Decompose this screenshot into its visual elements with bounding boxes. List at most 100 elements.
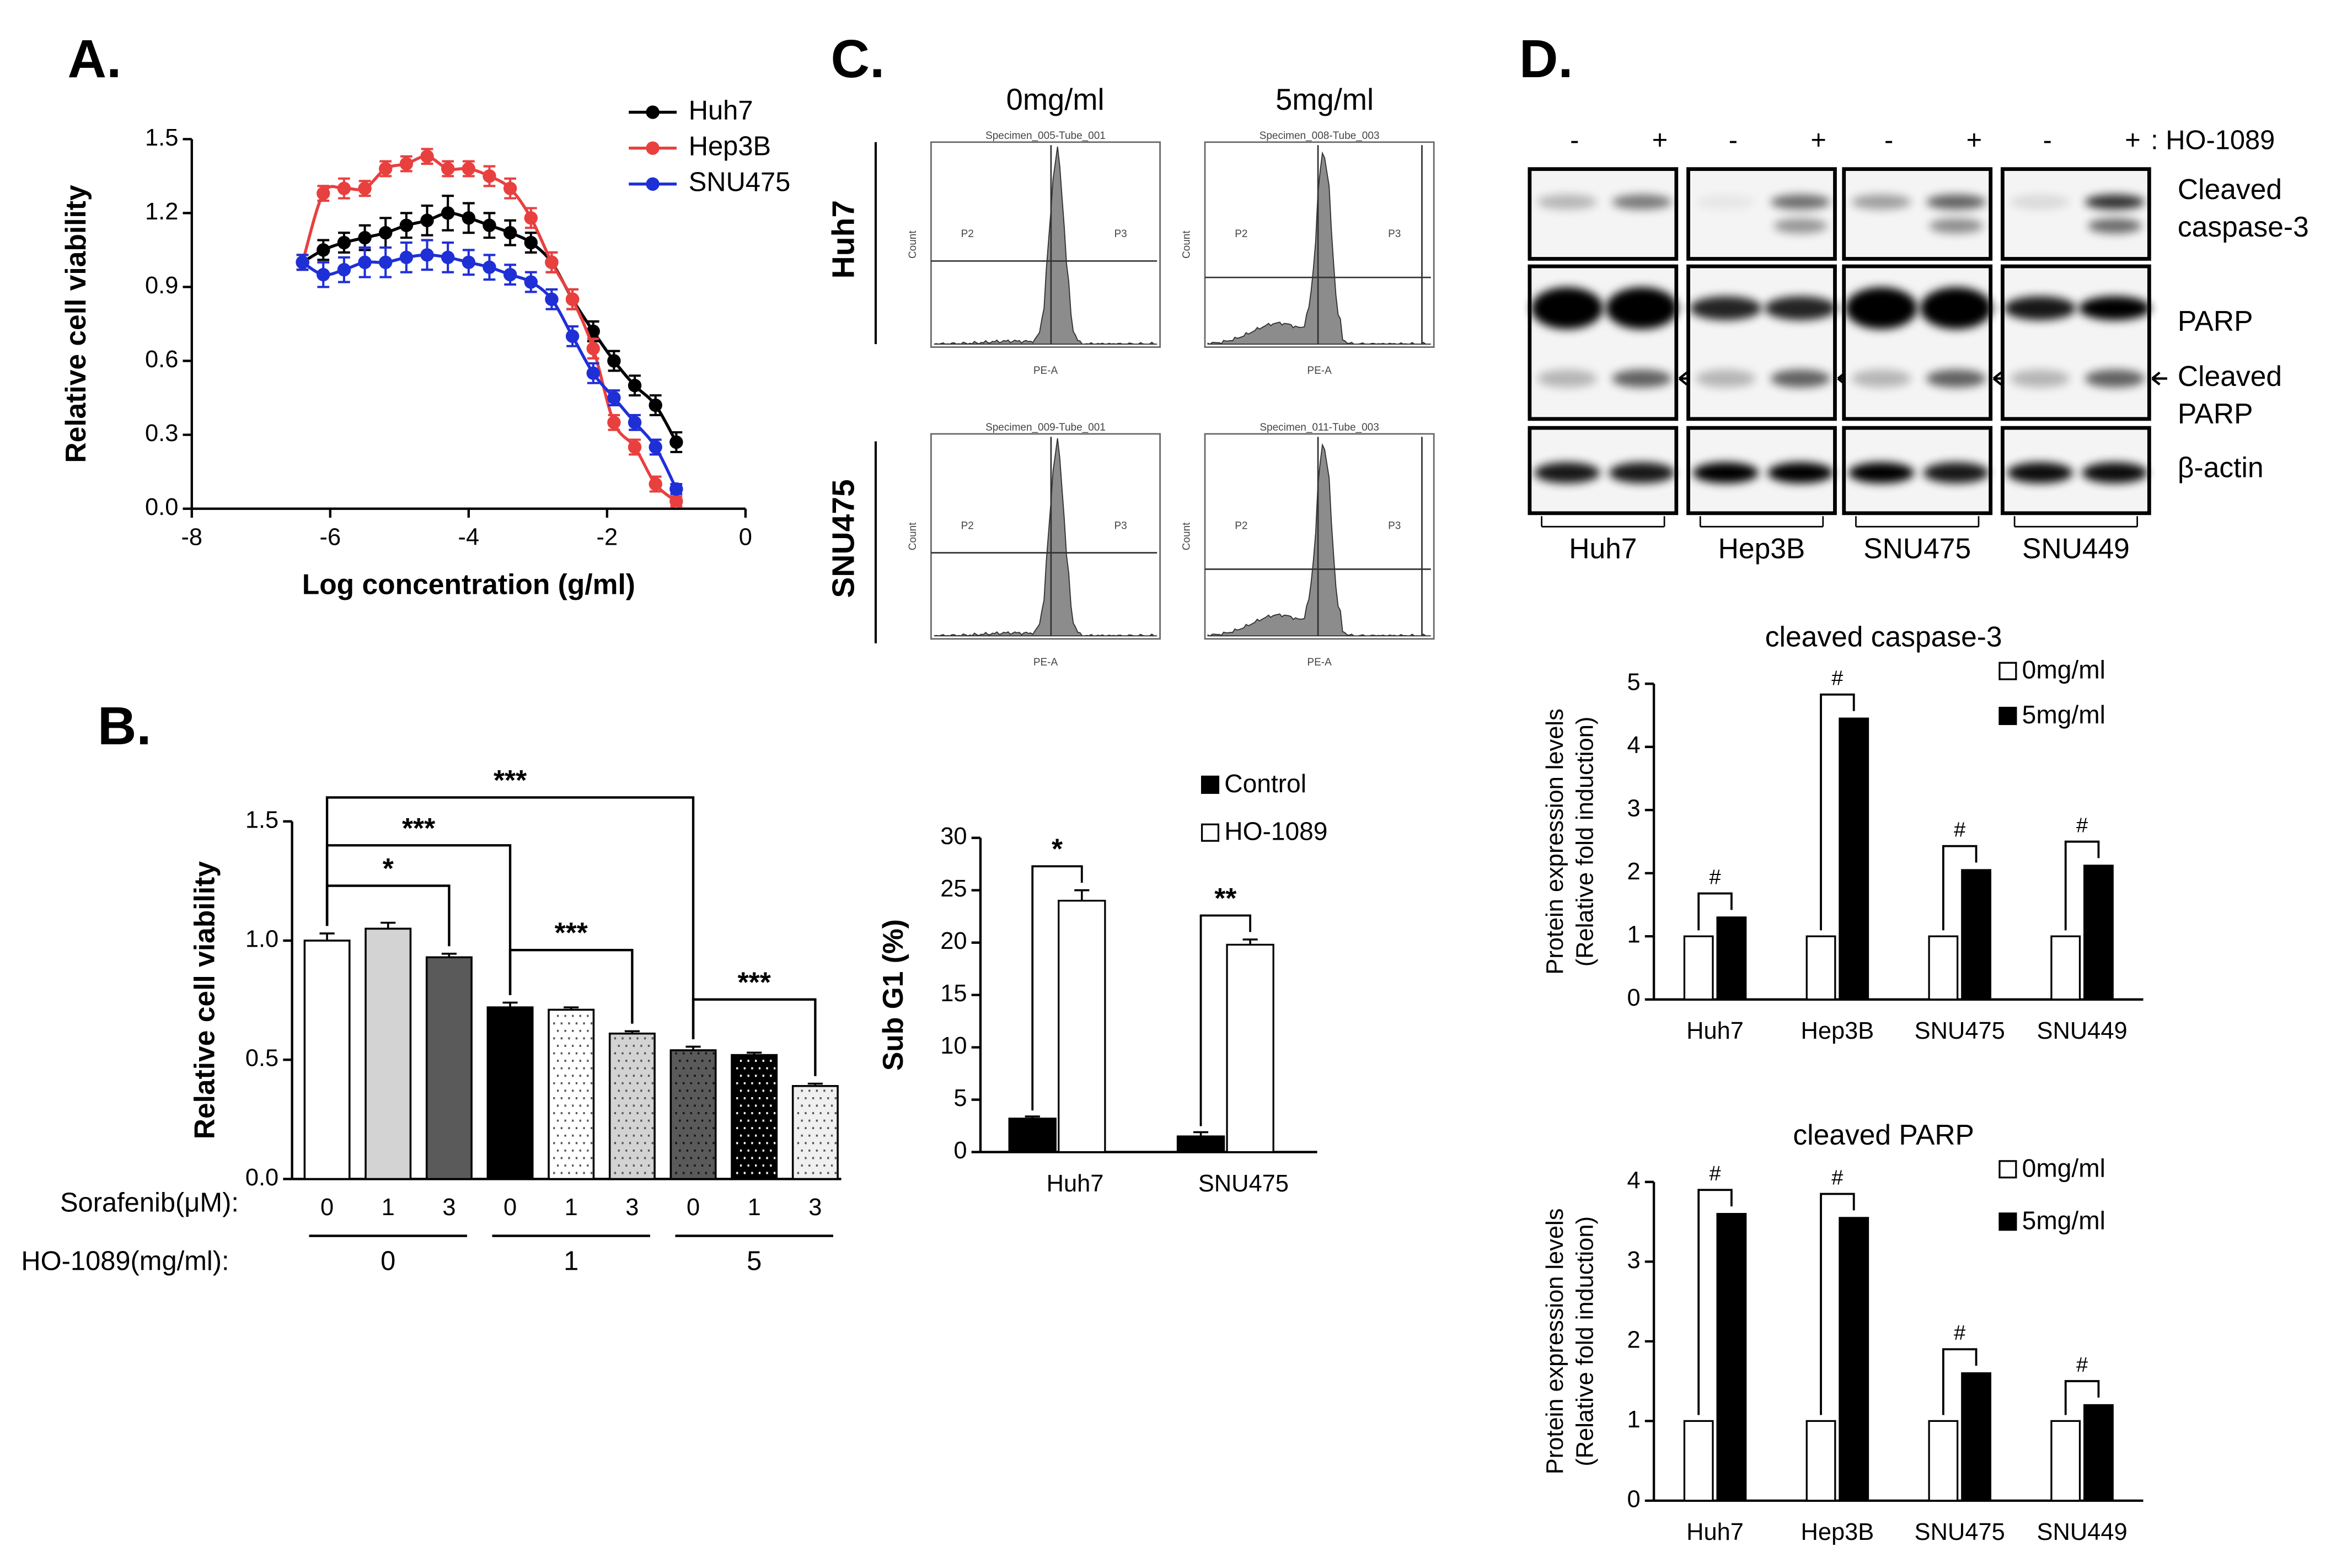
- gate-label: P2: [1235, 520, 1247, 531]
- legend-swatch: [1201, 823, 1220, 842]
- x-tick-label: 0: [687, 1194, 700, 1221]
- band: [2078, 296, 2151, 320]
- legend-label: 5mg/ml: [2022, 700, 2105, 729]
- bar: [365, 927, 412, 1180]
- group-axis-label: HO-1089(mg/ml):: [21, 1246, 229, 1276]
- data-point: [565, 329, 580, 343]
- y-tick-label: 4: [1627, 732, 1641, 759]
- error-bar: [1074, 889, 1090, 901]
- x-tick-label: 1: [565, 1194, 578, 1221]
- band: [2010, 194, 2070, 210]
- bar: [2083, 1404, 2114, 1502]
- data-point: [545, 255, 559, 270]
- x-tick-label: -4: [458, 524, 480, 550]
- bar: [1928, 935, 1959, 1001]
- band: [1696, 194, 1756, 210]
- bar: [548, 1008, 595, 1180]
- data-point: [379, 255, 393, 270]
- band-label: Cleaved: [2178, 173, 2282, 205]
- band: [2004, 296, 2076, 320]
- band: [1609, 462, 1675, 484]
- data-point: [483, 260, 496, 274]
- y-axis-label: (Relative fold induction): [1572, 1216, 1598, 1467]
- band: [2085, 369, 2145, 388]
- histogram: [1207, 151, 1431, 345]
- data-point: [399, 157, 414, 171]
- data-point: [358, 230, 372, 245]
- y-tick-label: 20: [940, 928, 967, 954]
- bar: [1683, 1420, 1714, 1502]
- x-tick-label: 3: [442, 1194, 456, 1221]
- significance-label: #: [2076, 1354, 2088, 1377]
- significance-bracket: [1031, 865, 1083, 1111]
- axis-label: PE-A: [1033, 365, 1058, 377]
- x-tick-label: Huh7: [1047, 1170, 1104, 1197]
- bar: [1961, 1372, 1991, 1502]
- y-axis-label: (Relative fold induction): [1572, 717, 1598, 967]
- blot-frame: [1686, 167, 1837, 261]
- data-point: [317, 243, 330, 257]
- significance-label: #: [1954, 818, 1965, 841]
- bar: [425, 956, 473, 1180]
- x-tick-label: 1: [748, 1194, 761, 1221]
- group-label: 0: [381, 1246, 395, 1276]
- axis-label: PE-A: [1307, 657, 1332, 668]
- error-bar: [1193, 1131, 1209, 1137]
- legend-label: Huh7: [689, 95, 753, 125]
- panel-label: D.: [1519, 29, 1573, 89]
- panel-label: A.: [68, 29, 122, 89]
- x-tick-label: SNU449: [2037, 1018, 2128, 1044]
- significance-label: **: [1214, 882, 1237, 914]
- plot-title: Specimen_005-Tube_001: [985, 130, 1106, 142]
- x-tick-label: 3: [625, 1194, 639, 1221]
- band: [1851, 369, 1911, 388]
- column-label: 0mg/ml: [1006, 83, 1105, 116]
- y-tick-label: 1.0: [245, 926, 278, 953]
- band: [1531, 287, 1603, 330]
- blot-frame: [1842, 167, 1993, 261]
- bar: [1839, 1217, 1869, 1502]
- significance-label: ***: [555, 917, 588, 949]
- band: [1926, 369, 1986, 388]
- legend-swatch: [1201, 775, 1220, 794]
- x-tick-label: -2: [597, 524, 618, 550]
- band: [1696, 369, 1756, 388]
- bar: [1716, 1213, 1747, 1502]
- legend-label: Control: [1224, 769, 1306, 798]
- bar: [1008, 1118, 1057, 1153]
- y-tick-label: 1: [1627, 922, 1641, 948]
- data-point: [565, 292, 580, 307]
- data-point: [586, 324, 600, 339]
- row-label: SNU475: [826, 479, 861, 598]
- error-bar: [624, 1030, 640, 1034]
- bar: [791, 1085, 839, 1180]
- column-label: 5mg/ml: [1276, 83, 1374, 116]
- data-point: [337, 181, 351, 195]
- bar: [1961, 869, 1991, 1001]
- legend-swatch: [1998, 662, 2017, 680]
- category-axis-label: Sorafenib(μM):: [60, 1188, 239, 1217]
- data-point: [317, 267, 330, 282]
- legend-label: 0mg/ml: [2022, 1153, 2105, 1182]
- axis-label: PE-A: [1307, 365, 1332, 377]
- blot-frame: [2001, 264, 2151, 421]
- x-tick-label: 3: [808, 1194, 822, 1221]
- bar: [1716, 916, 1747, 1001]
- bar: [731, 1054, 778, 1180]
- axis-label: Count: [1181, 522, 1192, 550]
- plot-title: Specimen_009-Tube_001: [985, 422, 1106, 433]
- band: [2082, 462, 2148, 484]
- x-tick-label: SNU475: [1198, 1170, 1289, 1197]
- significance-label: #: [1831, 667, 1843, 690]
- data-point: [628, 440, 642, 454]
- data-point: [649, 477, 662, 491]
- treatment-label: +: [1810, 126, 1826, 155]
- band: [1920, 287, 1992, 330]
- bar: [1683, 935, 1714, 1001]
- treatment-label: -: [1884, 126, 1893, 155]
- data-point: [337, 235, 351, 250]
- y-tick-label: 1.2: [145, 198, 178, 225]
- x-tick-label: 0: [503, 1194, 517, 1221]
- error-bar: [1242, 938, 1258, 945]
